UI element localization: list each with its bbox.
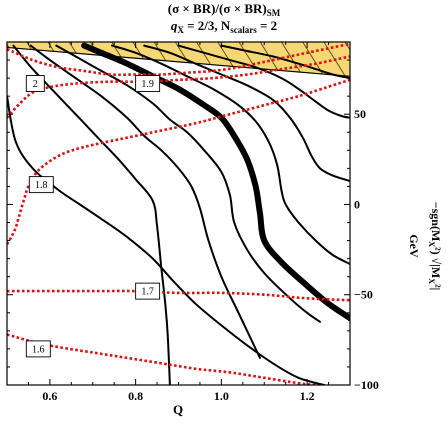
contour-line-r4 — [7, 289, 350, 302]
svg-text:2: 2 — [33, 79, 38, 90]
contour-line-k9 — [220, 44, 350, 80]
contour-line-r3 — [7, 78, 350, 245]
contour-line-k6 — [111, 44, 350, 265]
contour-line-r2 — [7, 55, 350, 119]
x-tick-label: 1.2 — [300, 389, 315, 403]
svg-text:1.9: 1.9 — [141, 79, 154, 90]
contour-label: 1.7 — [135, 282, 161, 300]
x-tick-label: 1.0 — [214, 389, 229, 403]
y-tick-label: −100 — [354, 378, 379, 392]
y-axis-unit: GeV — [407, 234, 421, 258]
contour-label: 1.8 — [28, 176, 54, 194]
svg-text:1.8: 1.8 — [35, 180, 48, 191]
contour-line-r1 — [7, 42, 350, 77]
plot-area — [7, 42, 350, 385]
contour-line-k1 — [7, 95, 326, 385]
contour-line-k8 — [177, 44, 350, 119]
contour-line-k7 — [143, 44, 350, 182]
contour-line-k4 — [55, 44, 321, 323]
contour-line-r5 — [7, 333, 316, 385]
x-axis-title: Q — [173, 402, 183, 417]
svg-text:1.7: 1.7 — [141, 287, 154, 298]
contour-label: 2 — [25, 75, 45, 92]
x-tick-label: 0.8 — [128, 389, 143, 403]
chart-title-line1: (σ × BR)/(σ × BR)SM — [168, 1, 281, 18]
y-tick-label: 50 — [354, 107, 366, 121]
y-axis-title: −sgn(MX²) √|MX²| — [427, 202, 443, 290]
chart-title-line2: qX = 2/3, Nscalars = 2 — [171, 18, 277, 35]
contour-line-k-bold — [81, 42, 350, 322]
excluded-region-edge — [7, 46, 350, 77]
contour-line-k2 — [12, 44, 171, 385]
x-tick-label: 0.6 — [42, 389, 57, 403]
y-tick-label: −50 — [354, 288, 373, 302]
svg-text:−sgn(MX²) √|MX²|: −sgn(MX²) √|MX²| — [427, 202, 443, 290]
contour-label: 1.6 — [25, 340, 51, 358]
y-tick-label: 0 — [354, 197, 360, 211]
contour-line-k3 — [29, 44, 261, 359]
contour-label: 1.9 — [135, 75, 161, 92]
svg-text:1.6: 1.6 — [32, 344, 45, 355]
